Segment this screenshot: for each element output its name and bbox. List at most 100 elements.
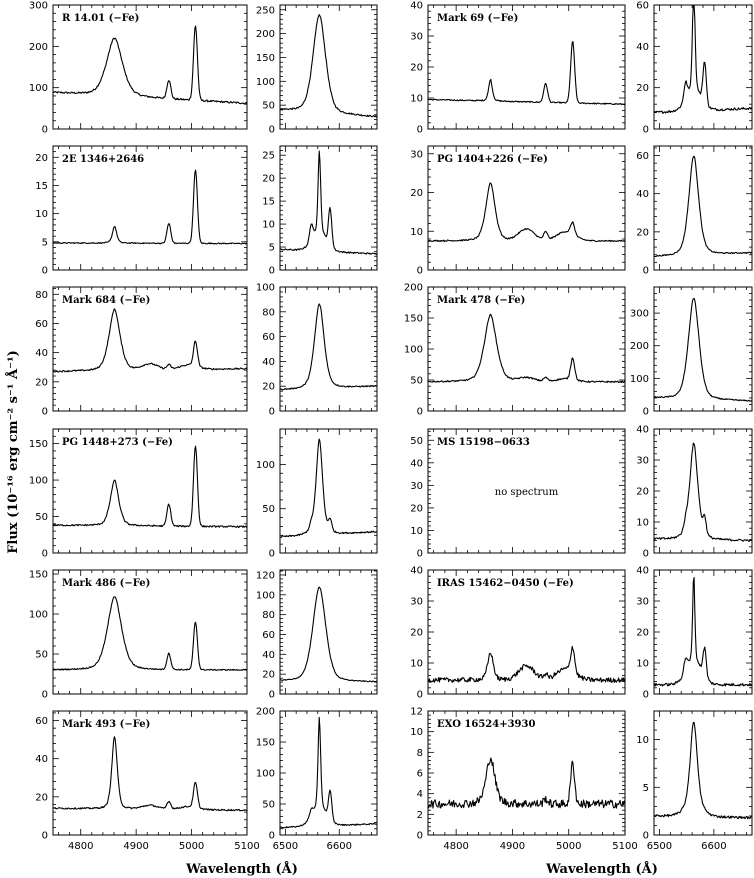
red-panel-ytick-label: 20 [636, 227, 649, 238]
blue-panel-spectrum-line [52, 736, 248, 812]
blue-panel-ytick-label: 150 [29, 439, 48, 450]
object-panel-3: 0 5 10 15 20 2E 1346+2646 0 5 10 15 20 25 [35, 145, 378, 277]
red-panel-frame [279, 428, 378, 554]
blue-panel-ytick-label: 50 [410, 436, 423, 447]
blue-panel-ytick-label: 12 [410, 707, 423, 718]
blue-panel-ytick-label: 0 [42, 690, 48, 701]
red-panel-spectrum-line [280, 150, 378, 256]
red-panel-ytick-label: 20 [636, 83, 649, 94]
blue-panel-spectrum-line [427, 645, 626, 683]
red-panel-ytick-label: 100 [256, 77, 275, 88]
x-tick-label: 5000 [179, 841, 204, 852]
blue-panel-spectrum-line [427, 757, 626, 809]
blue-panel-ytick-label: 50 [35, 650, 48, 661]
red-panel-ytick-label: 80 [262, 610, 275, 621]
red-panel-ytick-label: 0 [269, 690, 275, 701]
red-panel-ytick-label: 0 [269, 266, 275, 277]
blue-panel-ytick-label: 150 [29, 570, 48, 581]
blue-panel-spectrum-line [428, 182, 626, 243]
red-panel-ytick-label: 10 [262, 220, 275, 231]
red-panel-ytick-label: 300 [630, 309, 649, 320]
red-panel-ytick-label: 50 [262, 800, 275, 811]
blue-panel-ytick-label: 40 [410, 566, 423, 577]
blue-panel-ytick-label: 0 [417, 407, 423, 418]
object-label: PG 1448+273 (−Fe) [62, 437, 173, 448]
red-panel-ytick-label: 0 [643, 831, 649, 842]
red-panel-ytick-label: 250 [256, 5, 275, 16]
blue-panel-ytick-label: 0 [42, 831, 48, 842]
red-panel-ytick-label: 200 [630, 341, 649, 352]
blue-panel-ytick-label: 8 [417, 748, 423, 759]
red-panel-ytick-label: 5 [643, 783, 649, 794]
red-panel-ytick-label: 5 [269, 243, 275, 254]
blue-panel-spectrum-line [52, 308, 248, 373]
blue-panel-ytick-label: 30 [410, 597, 423, 608]
red-panel-ytick-label: 0 [269, 125, 275, 136]
red-panel-ytick-label: 20 [262, 670, 275, 681]
blue-panel-ytick-label: 20 [410, 188, 423, 199]
blue-panel-frame [52, 4, 248, 130]
x-tick-label: 4900 [500, 841, 525, 852]
red-panel-ytick-label: 50 [262, 504, 275, 515]
blue-panel-ytick-label: 40 [35, 348, 48, 359]
red-panel-ytick-label: 0 [643, 266, 649, 277]
red-panel-ytick-label: 0 [643, 407, 649, 418]
x-tick-label: 5000 [556, 841, 581, 852]
red-panel-ytick-label: 10 [636, 735, 649, 746]
object-label: R 14.01 (−Fe) [62, 13, 139, 24]
red-panel-spectrum-line [653, 442, 753, 542]
red-panel-ytick-label: 150 [256, 53, 275, 64]
blue-panel-frame [52, 569, 248, 695]
object-label: IRAS 15462−0450 (−Fe) [437, 578, 574, 589]
blue-panel-spectrum-line [427, 41, 626, 106]
red-panel-ytick-label: 0 [269, 407, 275, 418]
blue-panel-spectrum-line [52, 596, 248, 671]
red-panel-frame [279, 145, 378, 271]
blue-panel-spectrum-line [52, 25, 248, 105]
blue-panel-ytick-label: 100 [29, 610, 48, 621]
blue-panel-ytick-label: 10 [410, 526, 423, 537]
red-panel-ytick-label: 0 [643, 549, 649, 560]
red-panel-ytick-label: 10 [636, 659, 649, 670]
red-panel-ytick-label: 40 [262, 650, 275, 661]
no-spectrum-note: no spectrum [495, 487, 559, 498]
red-panel-spectrum-line [279, 716, 378, 829]
red-panel-ytick-label: 15 [262, 197, 275, 208]
blue-panel-ytick-label: 80 [35, 290, 48, 301]
red-panel-spectrum-line [653, 722, 753, 820]
blue-panel-ytick-label: 4 [417, 789, 423, 800]
red-panel-spectrum-line [653, 155, 753, 258]
object-panel-7: 0 50 100 150 PG 1448+273 (−Fe) 0 50 100 [29, 428, 378, 560]
red-panel-ytick-label: 0 [643, 690, 649, 701]
red-panel-ytick-label: 0 [269, 549, 275, 560]
red-panel-ytick-label: 20 [262, 174, 275, 185]
object-panel-4: 0 10 20 30 PG 1404+226 (−Fe) 0 20 40 60 [410, 145, 753, 277]
blue-panel-ytick-label: 50 [410, 376, 423, 387]
red-panel-ytick-label: 20 [262, 382, 275, 393]
blue-panel-ytick-label: 20 [410, 628, 423, 639]
x-tick-label: 6600 [327, 841, 352, 852]
red-panel-spectrum-line [279, 14, 378, 118]
blue-panel-ytick-label: 0 [417, 125, 423, 136]
red-panel-ytick-label: 0 [269, 831, 275, 842]
red-panel-frame [653, 145, 753, 271]
object-panel-2: 0 10 20 30 40 Mark 69 (−Fe) 0 20 40 60 [410, 1, 753, 136]
object-panel-8: 0 10 20 30 40 50 MS 15198−0633 no spectrum 0 10 20… [410, 425, 753, 560]
red-panel-spectrum-line [279, 438, 378, 538]
blue-panel-ytick-label: 0 [417, 549, 423, 560]
blue-panel-spectrum-line [52, 445, 248, 528]
blue-panel-ytick-label: 6 [417, 769, 423, 780]
red-panel-ytick-label: 30 [636, 456, 649, 467]
x-tick-label: 5100 [612, 841, 637, 852]
red-panel-ytick-label: 100 [256, 590, 275, 601]
blue-panel-ytick-label: 2 [417, 810, 423, 821]
blue-panel-ytick-label: 30 [410, 149, 423, 160]
red-panel-frame [279, 710, 378, 836]
blue-panel-ytick-label: 10 [410, 94, 423, 105]
blue-panel-ytick-label: 100 [29, 83, 48, 94]
red-panel-ytick-label: 80 [262, 307, 275, 318]
blue-panel-ytick-label: 20 [410, 503, 423, 514]
blue-panel-ytick-label: 0 [417, 831, 423, 842]
object-panel-6: 0 50 100 150 200 Mark 478 (−Fe) 0 100 200 300 [404, 283, 753, 418]
